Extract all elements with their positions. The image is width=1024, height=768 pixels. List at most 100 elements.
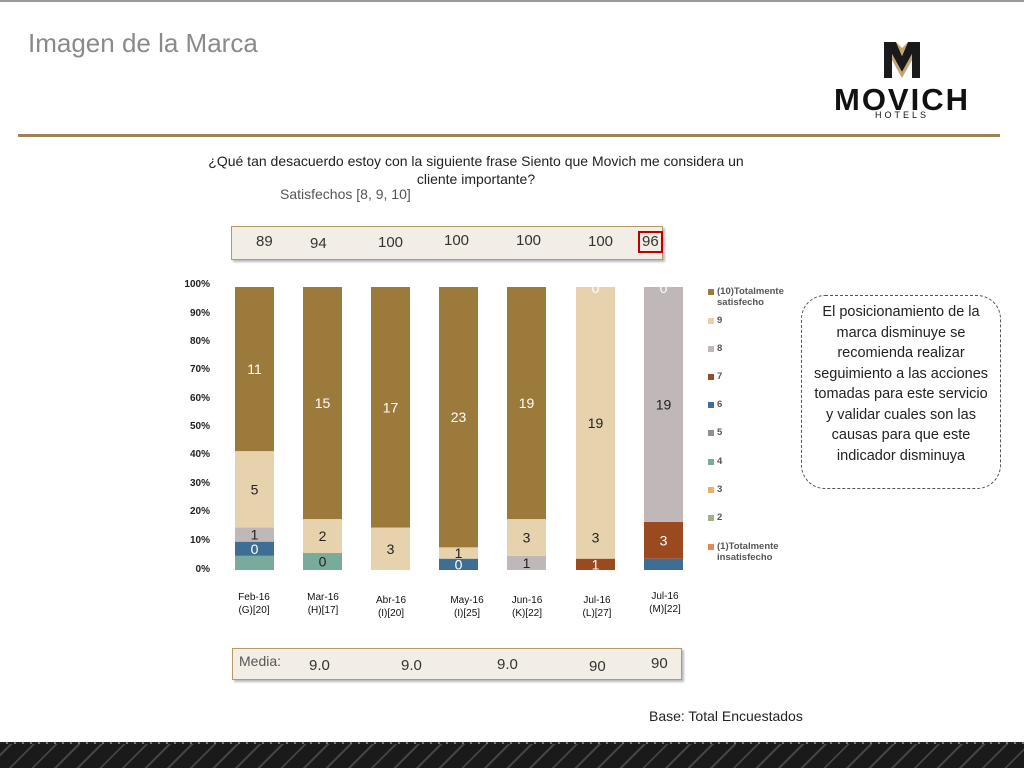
bar-value-label: 0 [319,554,327,570]
legend-label: 4 [717,456,723,467]
survey-question: ¿Qué tan desacuerdo estoy con la siguien… [208,153,744,187]
bar-segment [507,519,546,556]
bar-segment [235,555,274,570]
x-category-label: Jul-16 (M)[22] [630,590,700,616]
legend-label: 6 [717,399,723,410]
y-tick-label: 40% [189,449,210,460]
bar-value-label: 0 [251,541,259,557]
bar-segment [439,287,478,548]
insight-callout: El posicionamiento de la marca disminuye… [801,295,1001,489]
y-tick-label: 100% [184,279,210,290]
x-category-line: (I)[20] [377,608,405,619]
x-category-line: Jul-16 [651,591,679,602]
movich-logo: MOVICH HOTELS [812,38,992,124]
x-category-line: (G)[20] [238,605,270,616]
bar-segment [439,558,478,570]
bar-segment [644,287,683,522]
bar-segment [303,287,342,520]
bar-segment [371,527,410,570]
bar-value-label: 11 [247,361,262,377]
legend-label: 2 [717,512,723,523]
bar-value-label: 3 [660,532,668,548]
bar-value-label: 19 [519,395,535,411]
callout-text: El posicionamiento de la marca disminuye… [813,304,989,464]
bar-value-label: 1 [455,545,463,561]
y-tick-label: 50% [189,421,210,432]
bar-segment [235,541,274,556]
x-category-line: Feb-16 [238,592,270,603]
legend-swatch [708,289,714,295]
x-category-line: (M)[22] [649,604,681,615]
satisfied-value: 100 [378,234,404,251]
legend-swatch [708,402,714,408]
logo-wordmark: MOVICH [834,82,970,117]
media-label: Media: [239,653,282,669]
y-tick-label: 10% [189,535,210,546]
bar-value-label: 3 [592,530,600,546]
legend-label: 5 [717,427,723,438]
x-category-line: (L)[27] [582,608,612,619]
bar-segment [644,558,683,570]
bar-value-label: 1 [523,555,531,571]
bar-value-label: 5 [251,481,259,497]
legend-swatch [708,318,714,324]
x-category-label: Feb-16 (G)[20] [219,591,289,617]
x-category-line: May-16 [450,595,484,606]
legend-swatch [708,515,714,521]
bar-segment [235,451,274,528]
legend-swatch [708,346,714,352]
satisfied-banner: 89 94 100 100 100 100 96 [231,226,663,260]
bar-segment [507,555,546,570]
chart-subtitle: Satisfechos [8, 9, 10] [280,186,411,202]
bar-segment [507,287,546,520]
bar-segment [303,553,342,570]
legend-label: (1)Totalmente insatisfecho [717,541,779,563]
legend-label: 9 [717,315,723,326]
bar-value-label: 2 [319,528,327,544]
legend-swatch [708,459,714,465]
satisfied-value: 89 [256,233,273,250]
bar-segment [644,521,683,559]
bar-value-label: 1 [251,527,259,543]
bar-value-label: 1 [592,556,600,572]
bar-value-label: 3 [387,541,395,557]
bar-segment [439,547,478,559]
y-tick-label: 70% [189,364,210,375]
bar-segment [235,527,274,542]
logo-subtitle: HOTELS [874,110,929,120]
x-category-label: Mar-16 (H)[17] [288,591,358,617]
x-category-label: Jul-16 (L)[27] [562,594,632,620]
x-category-label: May-16 (I)[25] [432,594,502,620]
legend-swatch [708,430,714,436]
x-category-line: Mar-16 [307,592,339,603]
bar-value-label: 15 [315,395,331,411]
x-category-label: Abr-16 (I)[20] [356,594,426,620]
base-note: Base: Total Encuestados [649,708,803,724]
footer-pattern [0,744,1024,768]
media-value: 90 [589,658,606,675]
header-divider [18,134,1000,137]
legend-label: 8 [717,343,723,354]
bar-value-label: 0 [660,280,668,296]
bar-value-label: 19 [588,415,604,431]
x-category-line: (K)[22] [511,608,542,619]
media-value: 9.0 [309,657,330,674]
legend-swatch [708,544,714,550]
y-tick-label: 30% [189,478,210,489]
x-category-line: Abr-16 [375,595,406,606]
bar-value-label: 3 [523,529,531,545]
legend-swatch [708,487,714,493]
legend-swatch [708,374,714,380]
media-value: 9.0 [497,656,518,673]
media-value: 9.0 [401,657,422,674]
bar-value-label: 23 [451,409,467,425]
bar-segment [371,287,410,528]
satisfied-value: 94 [310,235,327,252]
x-category-line: (I)[25] [453,608,481,619]
y-tick-label: 80% [189,336,210,347]
bar-segment [235,287,274,452]
page-title: Imagen de la Marca [28,28,258,58]
media-value: 90 [651,655,668,672]
media-banner: Media: 9.0 9.0 9.0 90 90 [232,648,682,680]
